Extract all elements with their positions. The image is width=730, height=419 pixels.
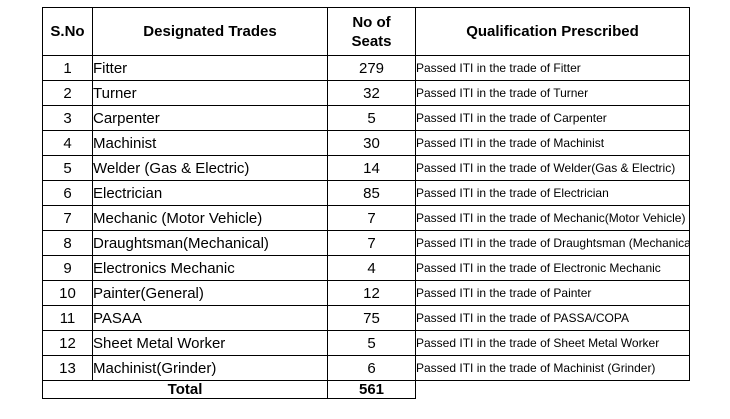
qualification-cell: Passed ITI in the trade of Welder(Gas & … (415, 155, 690, 181)
seats-cell: 6 (327, 355, 416, 381)
seats-cell: 75 (327, 305, 416, 331)
table-row: 12 Sheet Metal Worker 5 Passed ITI in the t… (42, 330, 690, 356)
table-row: 5 Welder (Gas & Electric) 14 Passed ITI in … (42, 155, 690, 181)
table-row: 13 Machinist(Grinder) 6 Passed ITI in the t… (42, 355, 690, 381)
header-row: S.No Designated Trades No of Seats Quali… (42, 7, 690, 56)
sno-cell: 7 (42, 205, 93, 231)
table-row: 2 Turner 32 Passed ITI in the trade of Turn… (42, 80, 690, 106)
table-row: 10 Painter(General) 12 Passed ITI in the tr… (42, 280, 690, 306)
total-row: Total 561 (42, 380, 690, 399)
trade-cell: Welder (Gas & Electric) (92, 155, 328, 181)
sno-cell: 2 (42, 80, 93, 106)
seats-cell: 30 (327, 130, 416, 156)
sno-cell: 11 (42, 305, 93, 331)
trade-cell: Mechanic (Motor Vehicle) (92, 205, 328, 231)
trade-cell: Fitter (92, 55, 328, 81)
seats-cell: 32 (327, 80, 416, 106)
total-seats: 561 (327, 380, 416, 399)
table-row: 9 Electronics Mechanic 4 Passed ITI in the … (42, 255, 690, 281)
seats-cell: 5 (327, 330, 416, 356)
sno-cell: 13 (42, 355, 93, 381)
qualification-cell: Passed ITI in the trade of Painter (415, 280, 690, 306)
table-body: 1 Fitter 279 Passed ITI in the trade of Fit… (42, 55, 690, 381)
trade-cell: PASAA (92, 305, 328, 331)
table-row: 7 Mechanic (Motor Vehicle) 7 Passed ITI in … (42, 205, 690, 231)
seats-cell: 279 (327, 55, 416, 81)
sno-cell: 4 (42, 130, 93, 156)
header-seats-line1: No of (352, 13, 391, 31)
qualification-cell: Passed ITI in the trade of PASSA/COPA (415, 305, 690, 331)
header-seats: No of Seats (327, 7, 416, 56)
header-sno: S.No (42, 7, 93, 56)
trade-cell: Painter(General) (92, 280, 328, 306)
seats-cell: 85 (327, 180, 416, 206)
qualification-cell: Passed ITI in the trade of Machinist (415, 130, 690, 156)
trades-table: S.No Designated Trades No of Seats Quali… (42, 7, 690, 399)
qualification-cell: Passed ITI in the trade of Turner (415, 80, 690, 106)
qualification-cell: Passed ITI in the trade of Machinist (Gr… (415, 355, 690, 381)
header-qualification: Qualification Prescribed (415, 7, 690, 56)
table-row: 11 PASAA 75 Passed ITI in the trade of PASS… (42, 305, 690, 331)
sno-cell: 10 (42, 280, 93, 306)
sno-cell: 1 (42, 55, 93, 81)
table-row: 8 Draughtsman(Mechanical) 7 Passed ITI in t… (42, 230, 690, 256)
trade-cell: Machinist (92, 130, 328, 156)
trade-cell: Electronics Mechanic (92, 255, 328, 281)
qualification-cell: Passed ITI in the trade of Electrician (415, 180, 690, 206)
sno-cell: 9 (42, 255, 93, 281)
header-seats-line2: Seats (351, 32, 392, 50)
sno-cell: 5 (42, 155, 93, 181)
seats-cell: 7 (327, 205, 416, 231)
trade-cell: Sheet Metal Worker (92, 330, 328, 356)
qualification-cell: Passed ITI in the trade of Sheet Metal W… (415, 330, 690, 356)
sno-cell: 6 (42, 180, 93, 206)
seats-cell: 5 (327, 105, 416, 131)
qualification-cell: Passed ITI in the trade of Carpenter (415, 105, 690, 131)
qualification-cell: Passed ITI in the trade of Draughtsman (… (415, 230, 690, 256)
sno-cell: 3 (42, 105, 93, 131)
qualification-cell: Passed ITI in the trade of Electronic Me… (415, 255, 690, 281)
header-trade: Designated Trades (92, 7, 328, 56)
seats-cell: 4 (327, 255, 416, 281)
table-row: 4 Machinist 30 Passed ITI in the trade of M… (42, 130, 690, 156)
sno-cell: 12 (42, 330, 93, 356)
trade-cell: Carpenter (92, 105, 328, 131)
total-label: Total (42, 380, 328, 399)
seats-cell: 14 (327, 155, 416, 181)
table-row: 6 Electrician 85 Passed ITI in the trade of… (42, 180, 690, 206)
qualification-cell: Passed ITI in the trade of Mechanic(Moto… (415, 205, 690, 231)
table-row: 3 Carpenter 5 Passed ITI in the trade of Ca… (42, 105, 690, 131)
seats-cell: 12 (327, 280, 416, 306)
trade-cell: Machinist(Grinder) (92, 355, 328, 381)
sno-cell: 8 (42, 230, 93, 256)
table-row: 1 Fitter 279 Passed ITI in the trade of Fit… (42, 55, 690, 81)
qualification-cell: Passed ITI in the trade of Fitter (415, 55, 690, 81)
trade-cell: Electrician (92, 180, 328, 206)
seats-cell: 7 (327, 230, 416, 256)
total-blank-cell (415, 380, 690, 399)
trade-cell: Turner (92, 80, 328, 106)
trade-cell: Draughtsman(Mechanical) (92, 230, 328, 256)
